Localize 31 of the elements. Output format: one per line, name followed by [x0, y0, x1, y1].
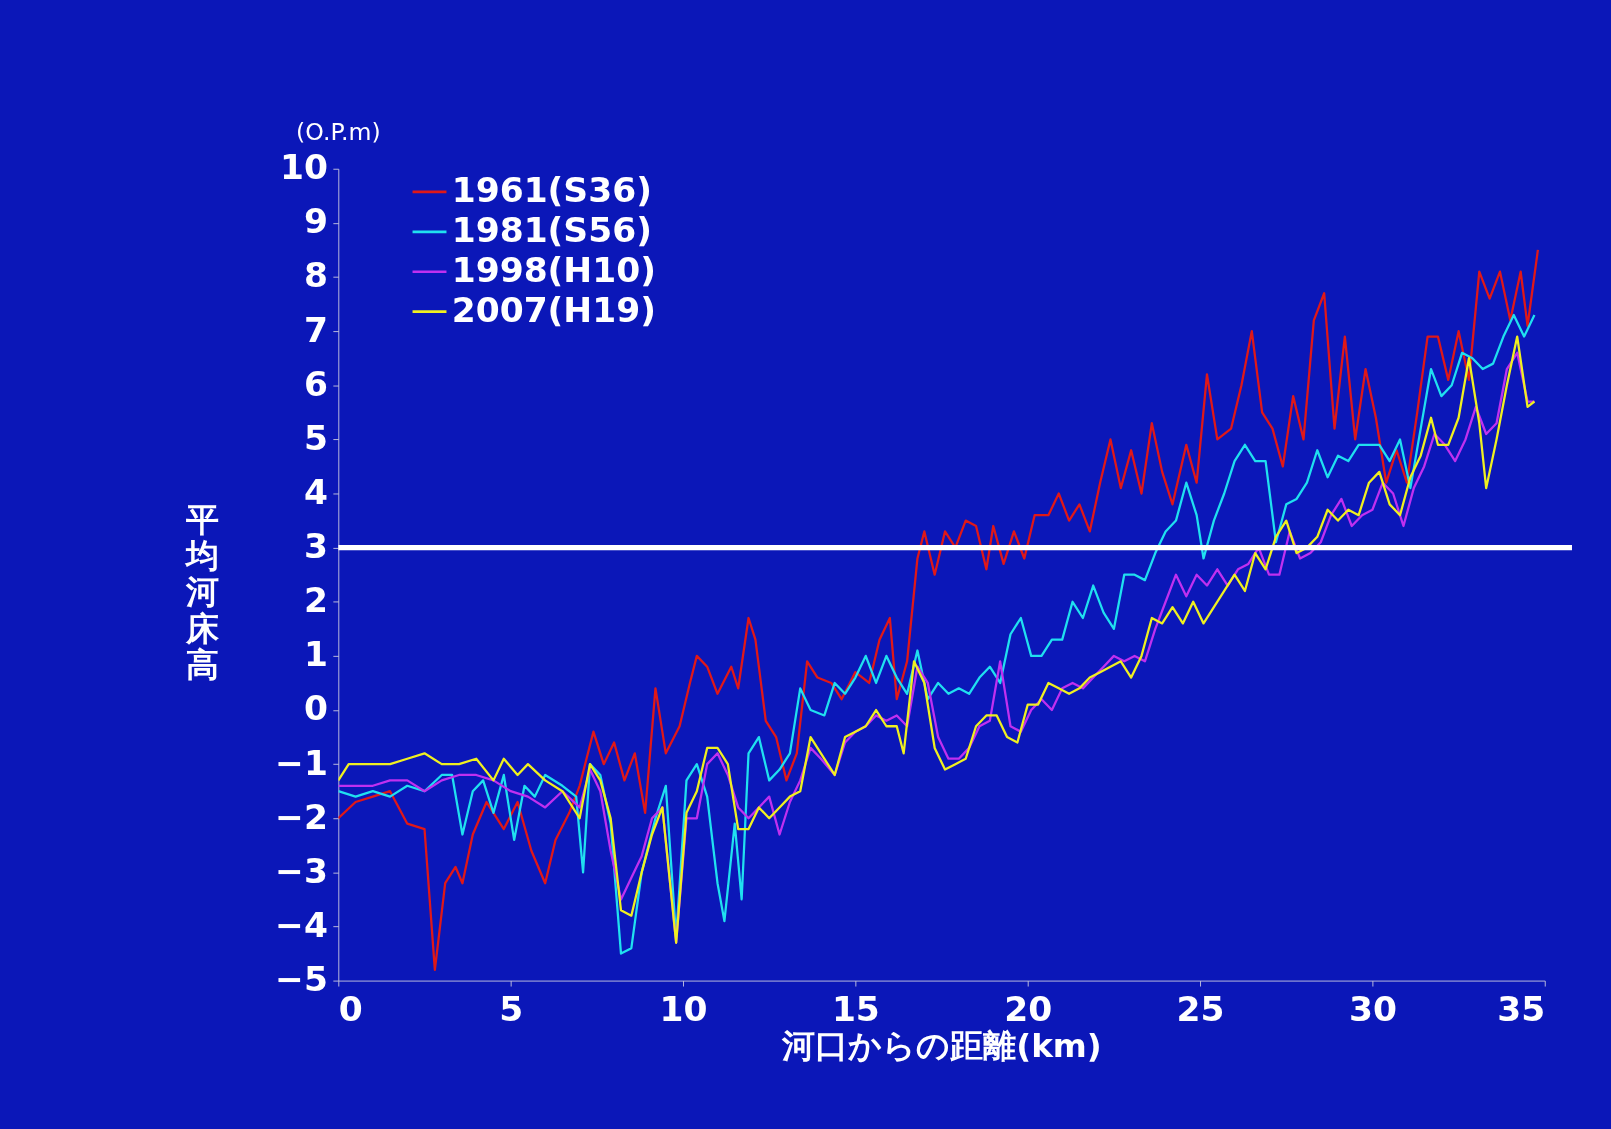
y-tick-label: −4 — [275, 904, 328, 945]
x-tick-label: 10 — [659, 989, 708, 1029]
x-tick-label: 20 — [1004, 989, 1053, 1029]
y-tick-label: 6 — [303, 363, 328, 404]
x-tick-label: 15 — [831, 989, 880, 1029]
y-tick-label: 5 — [303, 417, 328, 458]
y-axis-title: 平均河床高 — [184, 500, 220, 684]
y-tick-label: 3 — [303, 526, 328, 567]
y-tick-label: 7 — [303, 309, 328, 350]
y-tick-label: 2 — [303, 580, 328, 621]
x-tick-label: 30 — [1348, 989, 1397, 1029]
y-tick-label: 8 — [303, 255, 328, 296]
x-axis-title: 河口からの距離(km) — [781, 1027, 1102, 1066]
x-tick-label: 5 — [499, 989, 524, 1029]
y-tick-label: −5 — [275, 959, 328, 1000]
text: (O.P.m) — [296, 117, 381, 146]
legend-label: 1998(H10) — [451, 249, 656, 290]
y-tick-label: 0 — [303, 688, 328, 729]
y-tick-label: 9 — [303, 201, 328, 242]
y-tick-label: −1 — [275, 742, 328, 783]
y-tick-label: −2 — [275, 796, 328, 837]
y-tick-label: 4 — [303, 471, 328, 512]
x-tick-label: 0 — [338, 989, 363, 1029]
legend-label: 1981(S56) — [451, 209, 652, 250]
legend-label: 2007(H19) — [451, 289, 656, 330]
y-tick-label: 10 — [279, 147, 328, 188]
y-tick-label: −3 — [275, 850, 328, 891]
x-tick-label: 25 — [1176, 989, 1225, 1029]
y-tick-label: 1 — [303, 634, 328, 675]
x-tick-label: 35 — [1497, 989, 1546, 1029]
legend-label: 1961(S36) — [451, 169, 652, 210]
